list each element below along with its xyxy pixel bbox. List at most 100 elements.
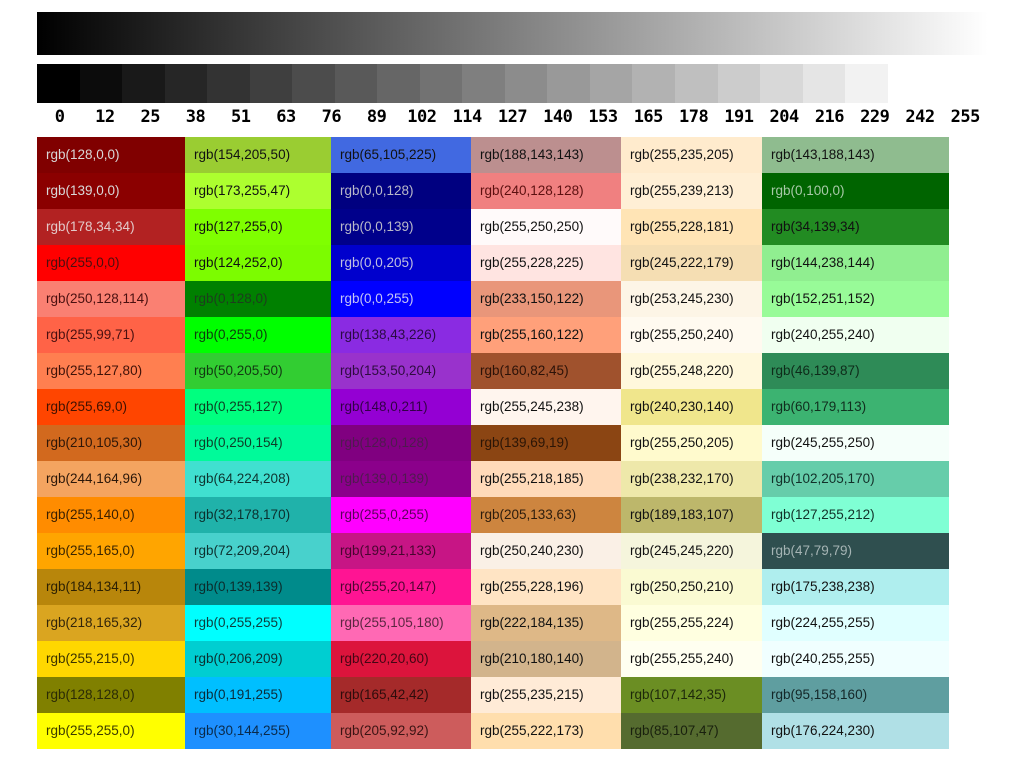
color-swatch-label: rgb(0,100,0) xyxy=(771,183,845,198)
axis-tick-label: 165 xyxy=(633,107,664,127)
color-swatch: rgb(165,42,42) xyxy=(331,677,471,713)
color-swatch-label: rgb(255,99,71) xyxy=(46,327,135,342)
color-swatch-label: rgb(0,128,0) xyxy=(194,291,268,306)
axis-tick-label: 63 xyxy=(276,107,296,127)
color-swatch: rgb(0,250,154) xyxy=(185,425,331,461)
color-swatch-label: rgb(220,20,60) xyxy=(340,651,429,666)
color-swatch-label: rgb(255,248,220) xyxy=(630,363,734,378)
axis-tick-label: 255 xyxy=(950,107,981,127)
color-swatch-label: rgb(152,251,152) xyxy=(771,291,875,306)
grayscale-step-242 xyxy=(845,64,888,103)
color-swatch-label: rgb(255,165,0) xyxy=(46,543,135,558)
axis-tick-label: 38 xyxy=(185,107,206,127)
color-swatch-label: rgb(255,228,225) xyxy=(480,255,584,270)
axis-tick-label: 89 xyxy=(366,107,387,127)
color-swatch: rgb(255,250,250) xyxy=(471,209,621,245)
axis-tick-label: 140 xyxy=(543,107,573,127)
color-swatch-label: rgb(245,245,220) xyxy=(630,543,734,558)
color-swatch: rgb(255,255,0) xyxy=(37,713,185,749)
color-swatch: rgb(50,205,50) xyxy=(185,353,331,389)
color-swatch-label: rgb(255,255,0) xyxy=(46,723,135,738)
color-swatch-label: rgb(255,239,213) xyxy=(630,183,734,198)
color-swatch: rgb(210,105,30) xyxy=(37,425,185,461)
color-swatch: rgb(30,144,255) xyxy=(185,713,331,749)
color-swatch: rgb(124,252,0) xyxy=(185,245,331,281)
axis-tick-label: 127 xyxy=(497,107,528,127)
axis-tick-label: 153 xyxy=(588,107,618,127)
grayscale-step-255 xyxy=(887,64,931,103)
color-swatch-label: rgb(222,184,135) xyxy=(480,615,584,630)
axis-tick-label: 216 xyxy=(814,107,845,127)
color-swatch: rgb(233,150,122) xyxy=(471,281,621,317)
grayscale-step-178 xyxy=(632,64,675,103)
color-swatch-label: rgb(255,228,196) xyxy=(480,579,584,594)
color-swatch-label: rgb(0,206,209) xyxy=(194,651,283,666)
color-swatch: rgb(199,21,133) xyxy=(331,533,471,569)
color-swatch: rgb(210,180,140) xyxy=(471,641,621,677)
color-swatch: rgb(175,238,238) xyxy=(762,569,949,605)
color-swatch: rgb(0,0,205) xyxy=(331,245,471,281)
color-swatch-label: rgb(175,238,238) xyxy=(771,579,875,594)
color-swatch: rgb(65,105,225) xyxy=(331,137,471,173)
color-swatch-label: rgb(255,255,240) xyxy=(630,651,734,666)
color-swatch-label: rgb(205,92,92) xyxy=(340,723,429,738)
color-swatch-label: rgb(188,143,143) xyxy=(480,147,584,162)
color-swatch: rgb(188,143,143) xyxy=(471,137,621,173)
grayscale-step-114 xyxy=(419,64,463,103)
color-swatch-label: rgb(32,178,170) xyxy=(194,507,291,522)
axis-tick-label: 191 xyxy=(724,107,754,127)
grayscale-step-229 xyxy=(802,64,846,103)
color-swatch-label: rgb(255,255,224) xyxy=(630,615,734,630)
color-swatch: rgb(255,69,0) xyxy=(37,389,185,425)
grayscale-step-0 xyxy=(37,64,80,103)
color-swatch: rgb(0,0,139) xyxy=(331,209,471,245)
color-swatch: rgb(0,0,128) xyxy=(331,173,471,209)
color-swatch: rgb(255,239,213) xyxy=(621,173,762,209)
grayscale-step-51 xyxy=(207,64,250,103)
color-swatch: rgb(255,255,240) xyxy=(621,641,762,677)
color-swatch: rgb(255,245,238) xyxy=(471,389,621,425)
color-swatch-label: rgb(199,21,133) xyxy=(340,543,437,558)
color-swatch: rgb(95,158,160) xyxy=(762,677,949,713)
color-swatch: rgb(255,222,173) xyxy=(471,713,621,749)
color-swatch: rgb(178,34,34) xyxy=(37,209,185,245)
color-swatch: rgb(253,245,230) xyxy=(621,281,762,317)
color-swatch-label: rgb(233,150,122) xyxy=(480,291,584,306)
color-swatch: rgb(0,191,255) xyxy=(185,677,331,713)
color-swatch-label: rgb(50,205,50) xyxy=(194,363,283,378)
color-swatch: rgb(154,205,50) xyxy=(185,137,331,173)
color-swatch: rgb(0,206,209) xyxy=(185,641,331,677)
color-swatch: rgb(47,79,79) xyxy=(762,533,949,569)
color-swatch: rgb(255,228,196) xyxy=(471,569,621,605)
color-swatch-label: rgb(85,107,47) xyxy=(630,723,719,738)
color-swatch: rgb(255,140,0) xyxy=(37,497,185,533)
grayscale-gradient-bar xyxy=(37,12,988,55)
color-swatch: rgb(32,178,170) xyxy=(185,497,331,533)
color-swatch-label: rgb(240,255,255) xyxy=(771,651,875,666)
color-swatch-label: rgb(250,240,230) xyxy=(480,543,584,558)
color-swatch: rgb(0,255,255) xyxy=(185,605,331,641)
color-swatch-label: rgb(144,238,144) xyxy=(771,255,875,270)
color-swatch: rgb(152,251,152) xyxy=(762,281,949,317)
color-swatch: rgb(255,0,0) xyxy=(37,245,185,281)
color-swatch: rgb(255,0,255) xyxy=(331,497,471,533)
axis-tick-label: 204 xyxy=(769,107,800,127)
color-swatch: rgb(255,218,185) xyxy=(471,461,621,497)
grayscale-step-89 xyxy=(334,64,378,103)
color-swatch-label: rgb(165,42,42) xyxy=(340,687,429,702)
color-swatch: rgb(138,43,226) xyxy=(331,317,471,353)
color-swatch: rgb(46,139,87) xyxy=(762,353,949,389)
color-swatch: rgb(0,0,255) xyxy=(331,281,471,317)
color-swatch-label: rgb(255,250,205) xyxy=(630,435,734,450)
color-swatch: rgb(107,142,35) xyxy=(621,677,762,713)
color-swatch-label: rgb(255,140,0) xyxy=(46,507,135,522)
color-swatch: rgb(255,99,71) xyxy=(37,317,185,353)
color-swatch-label: rgb(240,230,140) xyxy=(630,399,734,414)
color-swatch-label: rgb(153,50,204) xyxy=(340,363,437,378)
color-swatch: rgb(0,255,127) xyxy=(185,389,331,425)
grayscale-step-38 xyxy=(164,64,208,103)
color-swatch-label: rgb(255,228,181) xyxy=(630,219,734,234)
color-swatch: rgb(245,245,220) xyxy=(621,533,762,569)
color-swatch-label: rgb(255,245,238) xyxy=(480,399,584,414)
color-swatch-label: rgb(102,205,170) xyxy=(771,471,875,486)
